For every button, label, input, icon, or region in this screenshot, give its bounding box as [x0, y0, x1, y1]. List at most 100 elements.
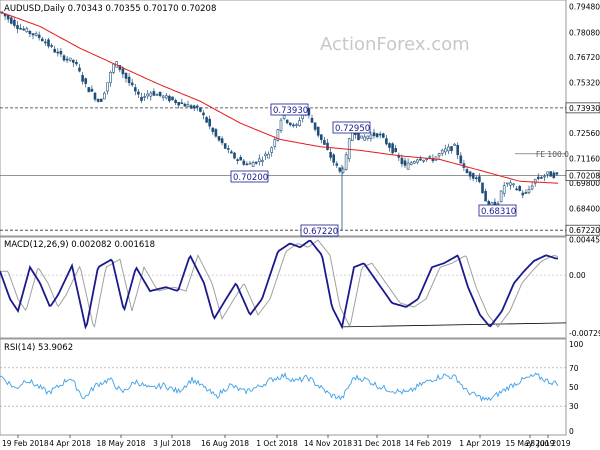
candle-body — [533, 178, 537, 184]
candle-body — [456, 144, 460, 156]
price-tick-label: 0.68400 — [569, 205, 600, 214]
candle-body — [236, 159, 239, 161]
candle-body — [478, 176, 481, 182]
rsi-tick-label: 70 — [569, 364, 579, 373]
candle-body — [165, 95, 168, 99]
price-tick-label: 0.75320 — [569, 79, 600, 88]
candle-body — [270, 147, 274, 153]
candle-body — [99, 98, 103, 102]
candle-body — [186, 104, 190, 108]
candlestick-series — [0, 11, 559, 231]
rsi-tick-label: 100 — [569, 340, 584, 349]
price-tick-box — [565, 102, 600, 114]
candle-body — [84, 78, 87, 84]
annotation-label: 0.72950 — [335, 124, 370, 134]
candle-body — [155, 94, 159, 96]
candle-body — [295, 124, 298, 126]
annotation-box — [230, 170, 269, 183]
rsi-tick-label: 30 — [569, 402, 579, 411]
candle-body — [518, 185, 522, 191]
annotation-box — [332, 121, 371, 134]
candle-body — [146, 93, 149, 97]
price-annotations: 0.73930 0.72950 0.70200 0.67220 0.68310 — [230, 103, 517, 237]
candle-body — [471, 173, 475, 179]
candle-body — [502, 185, 506, 194]
candle-body — [199, 107, 202, 112]
candle-body — [208, 118, 211, 127]
candle-body — [450, 146, 453, 151]
macd-panel-header: MACD(12,26,9) 0.002082 0.001618 — [4, 240, 155, 250]
candle-body — [344, 154, 348, 170]
candle-body — [37, 34, 41, 38]
price-tick-label: 0.76720 — [569, 53, 600, 62]
y-axis-ticks: 0.79480 0.78080 0.76720 0.75320 0.73930 0.725… — [565, 3, 600, 436]
candle-body — [106, 82, 109, 92]
annotation-label: 0.67220 — [303, 227, 338, 237]
candle-body — [53, 48, 57, 53]
price-tick-label: 0.71160 — [569, 154, 600, 163]
candle-body — [388, 143, 391, 148]
candle-body — [310, 117, 314, 123]
price-panel-header: AUDUSD,Daily 0.70343 0.70355 0.70170 0.7… — [4, 4, 216, 14]
candle-body — [214, 129, 218, 137]
x-tick-label: 4 Apr 2018 — [49, 439, 91, 448]
last-price-box — [565, 170, 600, 182]
candle-body — [233, 152, 236, 159]
candle-body — [323, 140, 326, 145]
rsi-series — [0, 367, 566, 407]
candle-body — [316, 126, 320, 136]
rsi-line — [0, 372, 559, 403]
last-price-label: 0.70208 — [569, 172, 600, 181]
candle-body — [428, 156, 432, 158]
rsi-panel-header: RSI(14) 53.9062 — [4, 343, 73, 353]
candle-body — [527, 189, 531, 193]
x-tick-label: 19 Feb 2018 — [2, 439, 49, 448]
candle-body — [192, 105, 196, 109]
candle-body — [257, 158, 261, 162]
candle-body — [546, 171, 549, 175]
candle-body — [161, 95, 165, 98]
candle-body — [505, 182, 509, 185]
candle-body — [329, 152, 332, 158]
rsi-tick-label: 50 — [569, 383, 579, 392]
candle-body — [149, 92, 153, 97]
candle-body — [87, 87, 91, 93]
candle-body — [400, 157, 404, 165]
candle-body — [509, 182, 512, 186]
macd-tick-label: 0.004456 — [569, 236, 600, 245]
candle-body — [276, 129, 280, 141]
candle-body — [403, 160, 407, 166]
x-tick-label: 3 Jul 2018 — [153, 439, 191, 448]
candle-body — [381, 133, 385, 138]
candle-body — [326, 142, 329, 150]
candle-body — [512, 183, 515, 186]
candle-body — [217, 136, 221, 141]
candle-body — [72, 59, 75, 63]
candle-body — [62, 55, 66, 61]
candle-body — [521, 192, 525, 196]
candle-body — [465, 169, 469, 174]
candle-body — [227, 148, 230, 150]
candle-body — [251, 162, 255, 168]
macd-tick-label: 0.00 — [569, 271, 586, 280]
candle-body — [40, 38, 44, 42]
candle-body — [459, 155, 463, 164]
candle-body — [487, 201, 491, 205]
candle-body — [530, 185, 534, 190]
candle-body — [468, 171, 472, 177]
rsi-tick-label: 0 — [569, 427, 574, 436]
candle-body — [96, 98, 100, 102]
candle-body — [44, 41, 47, 44]
x-tick-label: 1 Oct 2018 — [256, 439, 298, 448]
annotation-label: 0.70200 — [233, 173, 268, 183]
candle-body — [239, 156, 242, 161]
candle-body — [406, 162, 410, 170]
macd-line — [0, 239, 558, 330]
candle-body — [552, 172, 556, 178]
annotation-label: 0.68310 — [481, 207, 516, 217]
candle-body — [103, 92, 106, 100]
price-tick-label: 0.69800 — [569, 179, 600, 188]
candle-body — [220, 138, 224, 144]
x-tick-label: 18 May 2018 — [97, 439, 146, 448]
candle-body — [440, 149, 444, 154]
